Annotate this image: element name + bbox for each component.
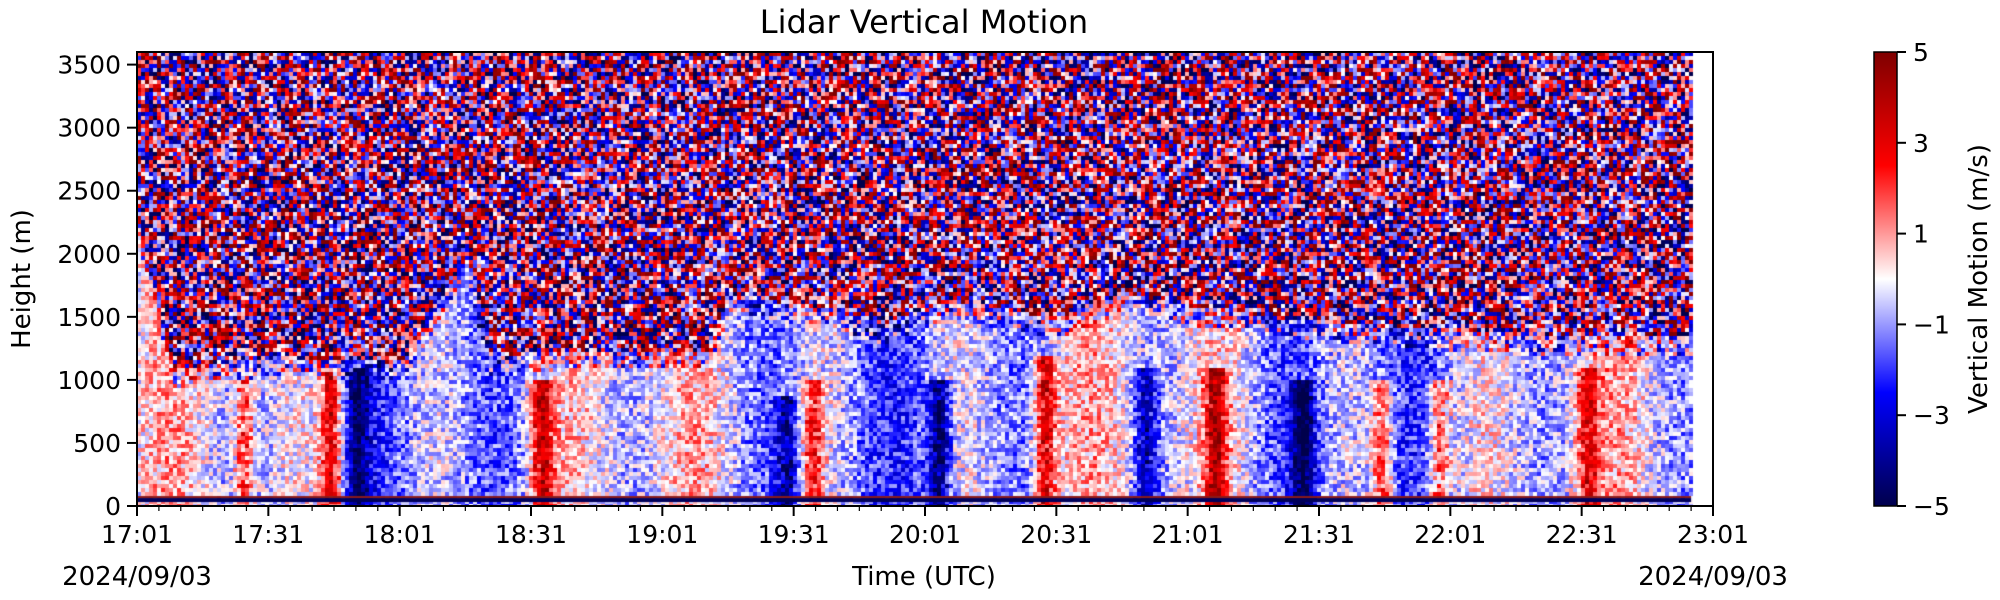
x-tick-label: 22:01 [1414,520,1486,549]
colorbar-label: Vertical Motion (m/s) [1964,144,1994,414]
y-tick-label: 500 [73,429,121,458]
x-tick-label: 21:31 [1283,520,1355,549]
x-tick-label: 18:01 [364,520,436,549]
colorbar-tick-label: 3 [1913,129,1929,158]
y-tick-label: 1500 [57,303,121,332]
x-tick-label: 18:31 [495,520,567,549]
y-tick-label: 3000 [57,114,121,143]
colorbar-axis: 5 3 1 −1 −3 −5 [1897,38,1950,521]
x-tick-label: 19:01 [626,520,698,549]
colorbar-tick-label: −5 [1913,492,1950,521]
x-tick-label: 22:31 [1546,520,1618,549]
x-tick-label: 20:01 [889,520,961,549]
start-date-label: 2024/09/03 [62,562,212,592]
colorbar-tick-label: 1 [1913,220,1929,249]
x-tick-label: 19:31 [758,520,830,549]
heatmap-area [137,52,1713,506]
colorbar-tick-label: −3 [1913,401,1950,430]
y-tick-label: 2000 [57,240,121,269]
x-tick-label: 20:31 [1020,520,1092,549]
y-tick-label: 0 [105,492,121,521]
colorbar-tick-label: −1 [1913,310,1950,339]
colorbar-tick-label: 5 [1913,38,1929,67]
x-axis-label: Time (UTC) [851,562,996,592]
x-tick-label: 17:31 [232,520,304,549]
y-tick-label: 1000 [57,366,121,395]
y-axis-label: Height (m) [7,209,37,349]
end-date-label: 2024/09/03 [1638,562,1788,592]
y-tick-label: 3500 [57,51,121,80]
y-axis: 0 500 1000 1500 2000 2500 3000 3500 [57,51,137,521]
x-axis: 17:01 17:31 18:01 18:31 19:01 19:31 20:01 20:31… [101,506,1749,549]
x-tick-label: 21:01 [1152,520,1224,549]
x-tick-label: 23:01 [1677,520,1749,549]
chart-title: Lidar Vertical Motion [760,3,1088,41]
colorbar [1873,51,1898,507]
y-tick-label: 2500 [57,177,121,206]
x-tick-label: 17:01 [101,520,173,549]
